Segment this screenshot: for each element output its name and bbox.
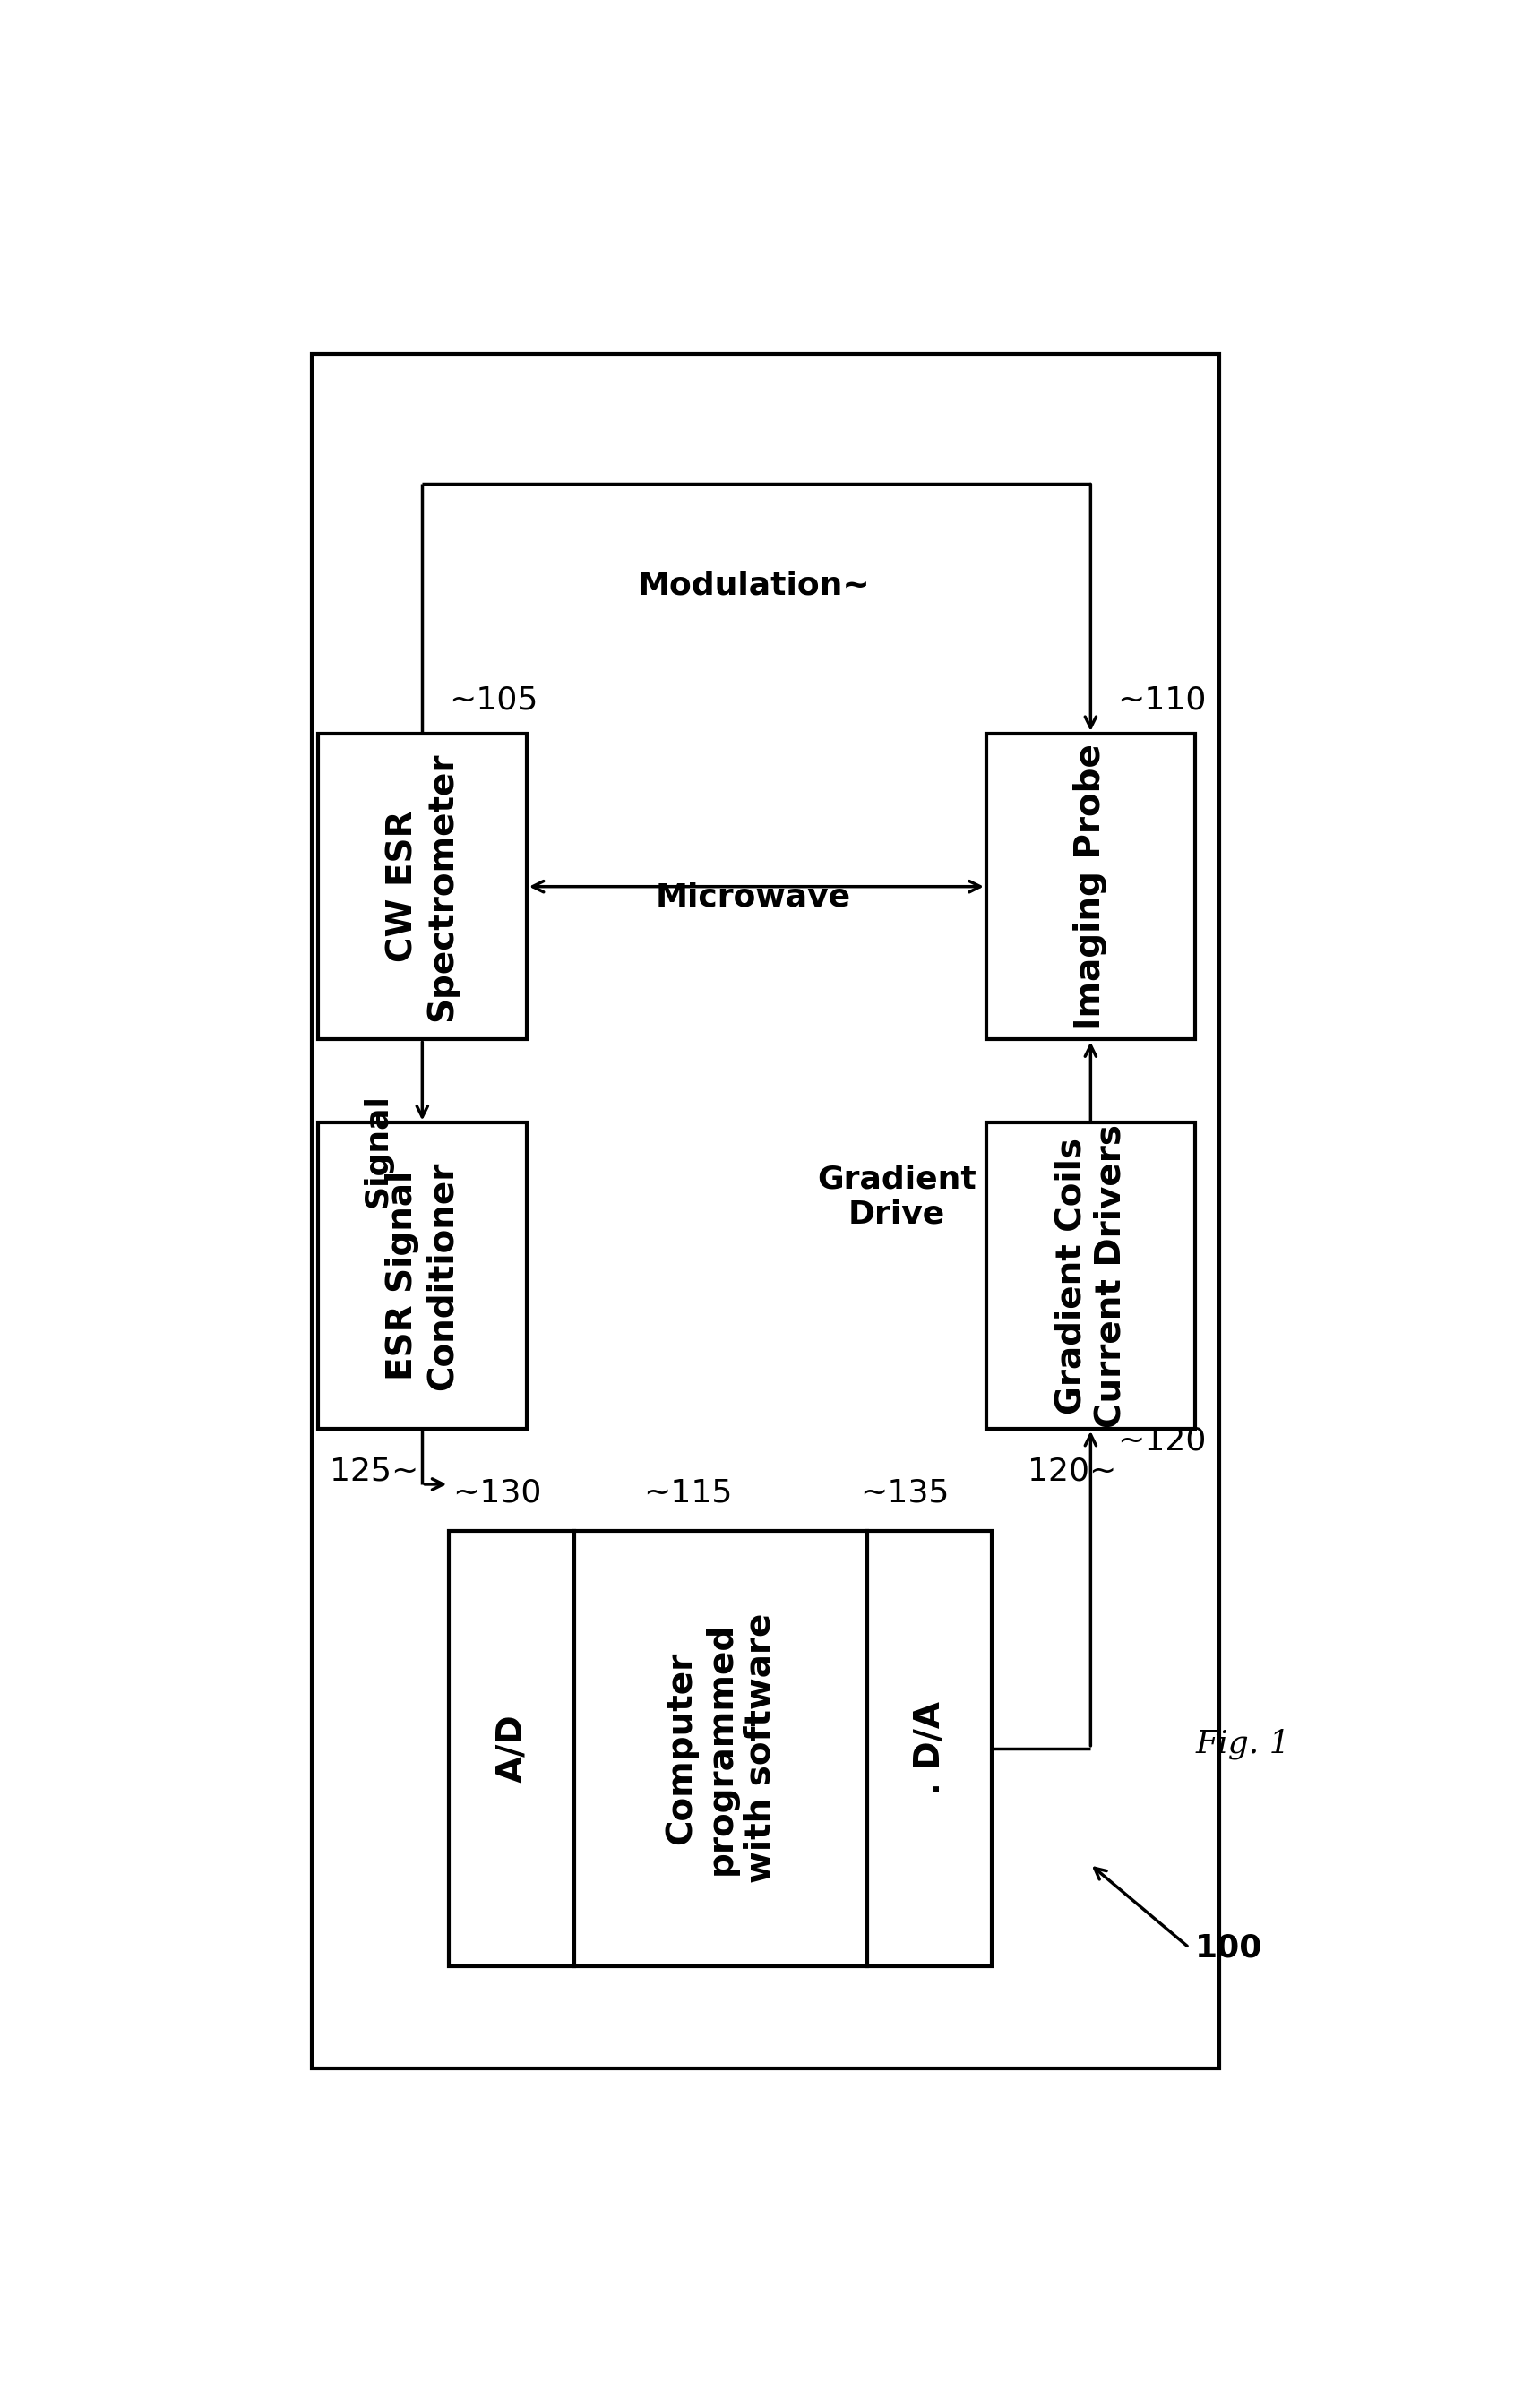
Text: Gradient
Drive: Gradient Drive	[818, 1165, 976, 1230]
Text: Gradient Coils
Current Drivers: Gradient Coils Current Drivers	[1053, 1124, 1127, 1427]
FancyBboxPatch shape	[986, 734, 1195, 1040]
Text: Computer
programmed
with software: Computer programmed with software	[664, 1613, 778, 1882]
Text: Signal: Signal	[362, 1093, 393, 1208]
FancyBboxPatch shape	[986, 1122, 1195, 1430]
Text: ~110: ~110	[1118, 684, 1206, 715]
Text: 120~: 120~	[1029, 1456, 1116, 1488]
Text: 100: 100	[1195, 1933, 1263, 1962]
Text: Modulation~: Modulation~	[638, 570, 870, 602]
FancyBboxPatch shape	[313, 354, 1220, 2068]
Text: 125~: 125~	[330, 1456, 419, 1488]
Text: Microwave: Microwave	[656, 881, 852, 912]
Text: ~120: ~120	[1118, 1425, 1206, 1456]
Text: ~135: ~135	[861, 1478, 950, 1509]
Text: ~130: ~130	[453, 1478, 542, 1509]
FancyBboxPatch shape	[450, 1531, 574, 1967]
Text: A/D: A/D	[494, 1714, 528, 1784]
Text: ~115: ~115	[644, 1478, 733, 1509]
Text: ~105: ~105	[450, 684, 537, 715]
FancyBboxPatch shape	[574, 1531, 867, 1967]
FancyBboxPatch shape	[317, 734, 527, 1040]
Text: Imaging Probe: Imaging Probe	[1073, 744, 1107, 1030]
FancyBboxPatch shape	[867, 1531, 992, 1967]
Text: CW ESR
Spectrometer: CW ESR Spectrometer	[385, 751, 459, 1021]
Text: . D/A: . D/A	[913, 1702, 947, 1796]
FancyBboxPatch shape	[317, 1122, 527, 1430]
Text: ESR Signal
Conditioner: ESR Signal Conditioner	[385, 1163, 459, 1391]
Text: Fig. 1: Fig. 1	[1195, 1728, 1291, 1760]
